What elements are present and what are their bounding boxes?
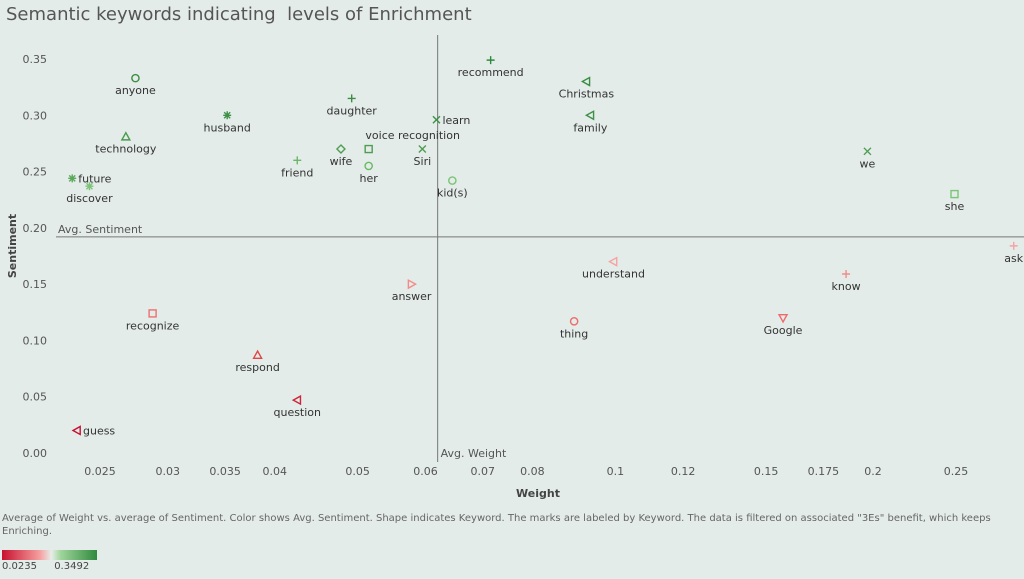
chart-title: Semantic keywords indicating levels of E… [6, 4, 472, 25]
point-label: family [573, 121, 607, 134]
point-ask[interactable]: ask [1004, 241, 1024, 265]
point-label: friend [281, 166, 313, 179]
x-tick-label: 0.08 [520, 465, 545, 478]
point-label: her [360, 172, 379, 185]
point-label: she [945, 200, 965, 213]
y-tick-label: 0.05 [23, 391, 48, 404]
point-label: Siri [414, 155, 432, 168]
plot-area [56, 35, 1024, 462]
point-label: learn [442, 114, 470, 127]
y-tick-label: 0.35 [23, 53, 48, 66]
point-christmas[interactable]: Christmas [559, 76, 615, 101]
x-tick-label: 0.025 [84, 465, 116, 478]
point-label: Google [764, 324, 803, 337]
point-label: technology [95, 143, 157, 156]
y-tick-label: 0.30 [23, 109, 48, 122]
point-question[interactable]: question [273, 394, 321, 419]
point-recognize[interactable]: recognize [126, 309, 180, 333]
scatter-chart: 0.00 0.05 0.10 0.15 0.20 0.25 0.30 0.35 0.025 0.0… [6, 35, 1024, 500]
point-label: wife [330, 155, 353, 168]
point-understand[interactable]: understand [582, 256, 645, 281]
point-kid-s-[interactable]: kid(s) [437, 176, 468, 200]
y-tick-label: 0.20 [23, 222, 48, 235]
avg-sentiment-label: Avg. Sentiment [58, 223, 143, 236]
point-wife[interactable]: wife [330, 144, 353, 168]
x-tick-label: 0.05 [345, 465, 370, 478]
point-label: question [273, 406, 321, 419]
point-google[interactable]: Google [764, 314, 803, 337]
x-tick-label: 0.1 [607, 465, 625, 478]
point-label: husband [204, 121, 251, 134]
x-tick-label: 0.03 [156, 465, 181, 478]
point-label: guess [83, 424, 115, 437]
point-label: recognize [126, 319, 180, 332]
point-her[interactable]: her [360, 161, 379, 185]
y-tick-label: 0.15 [23, 278, 48, 291]
point-know[interactable]: know [832, 270, 861, 293]
point-future[interactable]: future [68, 172, 112, 185]
x-tick-label: 0.12 [671, 465, 696, 478]
point-label: answer [392, 290, 432, 303]
x-tick-label: 0.2 [864, 465, 882, 478]
point-daughter[interactable]: daughter [327, 94, 378, 117]
point-label: ask [1004, 252, 1023, 265]
point-voice-recognition[interactable]: voice recognition [364, 129, 460, 154]
color-legend-labels: 0.0235 0.3492 [2, 561, 112, 572]
point-friend[interactable]: friend [281, 156, 313, 179]
point-label: Christmas [559, 88, 615, 101]
point-family[interactable]: family [573, 110, 608, 134]
x-tick-label: 0.04 [262, 465, 287, 478]
y-axis-title: Sentiment [6, 214, 19, 278]
point-learn[interactable]: learn [432, 114, 470, 127]
x-tick-label: 0.035 [209, 465, 241, 478]
point-siri[interactable]: Siri [414, 145, 432, 169]
point-discover[interactable]: discover [66, 182, 113, 205]
point-label: discover [66, 192, 113, 205]
point-label: voice recognition [365, 129, 460, 142]
point-label: know [832, 280, 861, 293]
avg-weight-label: Avg. Weight [441, 447, 507, 460]
legend-max-label: 0.3492 [54, 561, 90, 572]
color-legend: 0.0235 0.3492 [2, 550, 112, 572]
chart-caption: Average of Weight vs. average of Sentime… [2, 513, 991, 537]
x-tick-label: 0.175 [808, 465, 840, 478]
y-tick-label: 0.25 [23, 166, 48, 179]
point-label: understand [582, 268, 645, 281]
point-husband[interactable]: husband [204, 111, 251, 134]
legend-min-label: 0.0235 [2, 561, 37, 572]
y-tick-label: 0.00 [23, 447, 48, 460]
point-label: thing [560, 327, 588, 340]
color-gradient-bar [2, 550, 97, 560]
x-tick-label: 0.15 [754, 465, 779, 478]
point-we[interactable]: we [860, 147, 876, 171]
y-tick-label: 0.10 [23, 334, 48, 347]
point-label: anyone [115, 84, 156, 97]
x-axis-title: Weight [516, 487, 560, 500]
point-label: kid(s) [437, 187, 468, 200]
point-respond[interactable]: respond [235, 349, 280, 374]
x-tick-label: 0.06 [413, 465, 438, 478]
point-label: daughter [327, 104, 378, 117]
point-recommend[interactable]: recommend [458, 56, 524, 79]
point-anyone[interactable]: anyone [115, 73, 156, 98]
point-answer[interactable]: answer [392, 278, 432, 303]
point-label: future [78, 172, 111, 185]
point-label: respond [235, 361, 279, 374]
point-thing[interactable]: thing [560, 316, 588, 341]
point-label: we [860, 157, 876, 170]
point-label: recommend [458, 66, 524, 79]
x-tick-label: 0.25 [944, 465, 969, 478]
point-technology[interactable]: technology [95, 131, 157, 156]
point-she[interactable]: she [945, 189, 965, 214]
x-tick-label: 0.07 [471, 465, 496, 478]
point-guess[interactable]: guess [71, 424, 115, 437]
